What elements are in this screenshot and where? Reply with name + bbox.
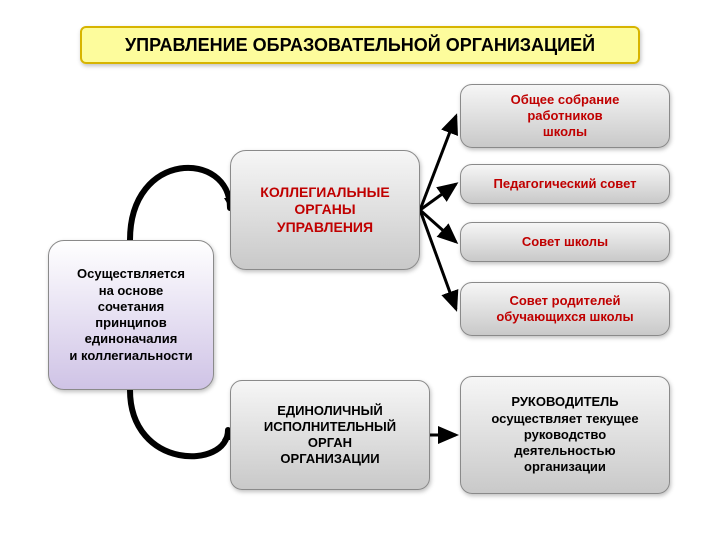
node-title: УПРАВЛЕНИЕ ОБРАЗОВАТЕЛЬНОЙ ОРГАНИЗАЦИЕЙ (80, 26, 640, 64)
edge-collegial-school_council (420, 210, 456, 242)
node-director: РУКОВОДИТЕЛЬ осуществляет текущее руково… (460, 376, 670, 494)
edge-collegial-assembly (420, 116, 456, 210)
edge-collegial-parents_council (420, 210, 456, 309)
curved-edge (130, 168, 230, 240)
node-parents_council: Совет родителей обучающихся школы (460, 282, 670, 336)
node-assembly: Общее собрание работников школы (460, 84, 670, 148)
edge-collegial-ped_council (420, 184, 456, 210)
node-ped_council: Педагогический совет (460, 164, 670, 204)
node-collegial: КОЛЛЕГИАЛЬНЫЕ ОРГАНЫ УПРАВЛЕНИЯ (230, 150, 420, 270)
node-executive: ЕДИНОЛИЧНЫЙ ИСПОЛНИТЕЛЬНЫЙ ОРГАН ОРГАНИЗ… (230, 380, 430, 490)
curved-edge (130, 390, 228, 456)
node-principles: Осуществляется на основе сочетания принц… (48, 240, 214, 390)
diagram-stage: УПРАВЛЕНИЕ ОБРАЗОВАТЕЛЬНОЙ ОРГАНИЗАЦИЕЙ О… (0, 0, 720, 540)
node-school_council: Совет школы (460, 222, 670, 262)
